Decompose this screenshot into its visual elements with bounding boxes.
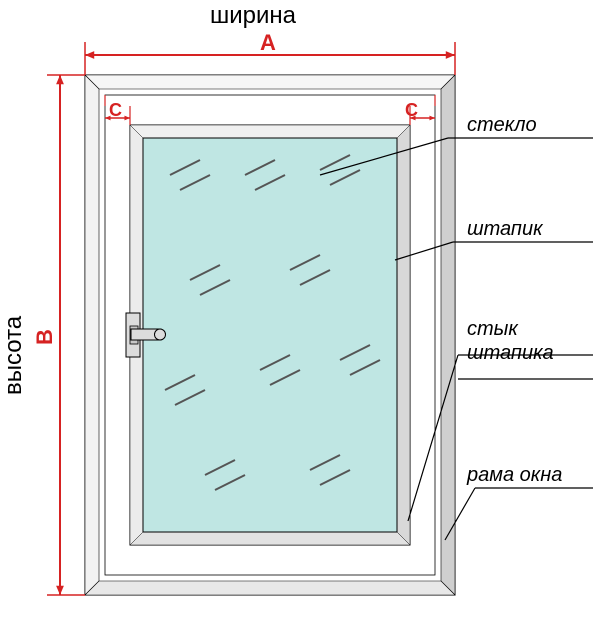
label-glass: стекло <box>467 114 537 137</box>
label-bead-joint-2: штапика <box>467 342 554 365</box>
label-c-right: C <box>405 100 418 121</box>
label-c-left: C <box>109 100 122 121</box>
label-frame: рама окна <box>467 464 562 487</box>
label-width: ширина <box>210 2 296 30</box>
window-diagram: ширина A высота B C C стекло штапик стык… <box>0 0 600 628</box>
label-a: A <box>260 30 276 56</box>
diagram-svg <box>0 0 600 628</box>
label-bead: штапик <box>467 218 543 241</box>
label-bead-joint-1: стык <box>467 318 518 341</box>
label-b: B <box>32 329 58 345</box>
label-height: высота <box>0 316 28 395</box>
